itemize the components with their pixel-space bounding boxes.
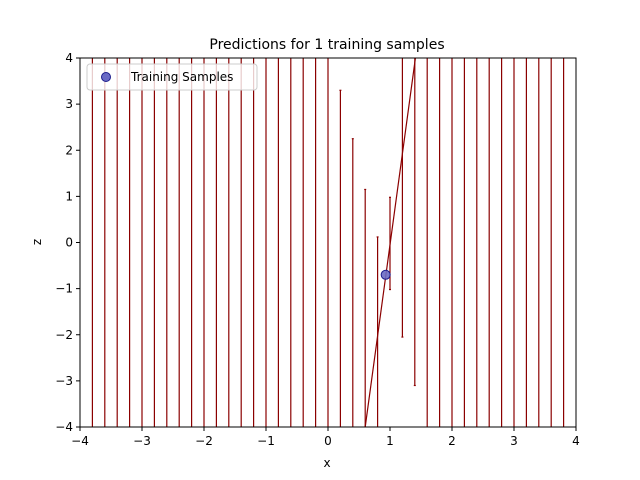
prediction-line-group	[364, 57, 417, 428]
x-tick-label: 4	[572, 434, 580, 448]
x-axis-label: x	[323, 456, 330, 470]
y-tick-label: −2	[55, 328, 73, 342]
error-bars	[91, 58, 565, 427]
y-tick-label: 0	[65, 236, 73, 250]
x-tick-label: 1	[386, 434, 394, 448]
legend-label-training: Training Samples	[130, 70, 233, 84]
plot-area	[91, 57, 565, 428]
y-tick-label: 4	[65, 51, 73, 65]
y-axis-label: z	[30, 239, 44, 245]
legend: Training Samples	[86, 63, 258, 91]
y-tick-label: −3	[55, 374, 73, 388]
prediction-line	[364, 57, 417, 428]
y-tick-label: 1	[65, 189, 73, 203]
x-tick-label: −4	[71, 434, 89, 448]
chart-title: Predictions for 1 training samples	[209, 37, 444, 53]
x-axis-ticks: −4 −3 −2 −1 0 1 2 3 4	[71, 427, 580, 448]
y-axis-ticks: −4 −3 −2 −1 0 1 2 3 4	[55, 51, 80, 434]
x-tick-label: −3	[133, 434, 151, 448]
legend-box	[86, 63, 258, 91]
x-tick-label: 0	[324, 434, 332, 448]
training-sample-point	[380, 269, 391, 280]
x-tick-label: 2	[448, 434, 456, 448]
y-tick-label: −1	[55, 282, 73, 296]
legend-marker-training	[101, 72, 111, 82]
y-tick-label: 3	[65, 97, 73, 111]
x-tick-label: −2	[195, 434, 213, 448]
training-points	[380, 269, 391, 280]
y-tick-label: 2	[65, 143, 73, 157]
x-tick-label: −1	[257, 434, 275, 448]
y-tick-label: −4	[55, 420, 73, 434]
x-tick-label: 3	[510, 434, 518, 448]
